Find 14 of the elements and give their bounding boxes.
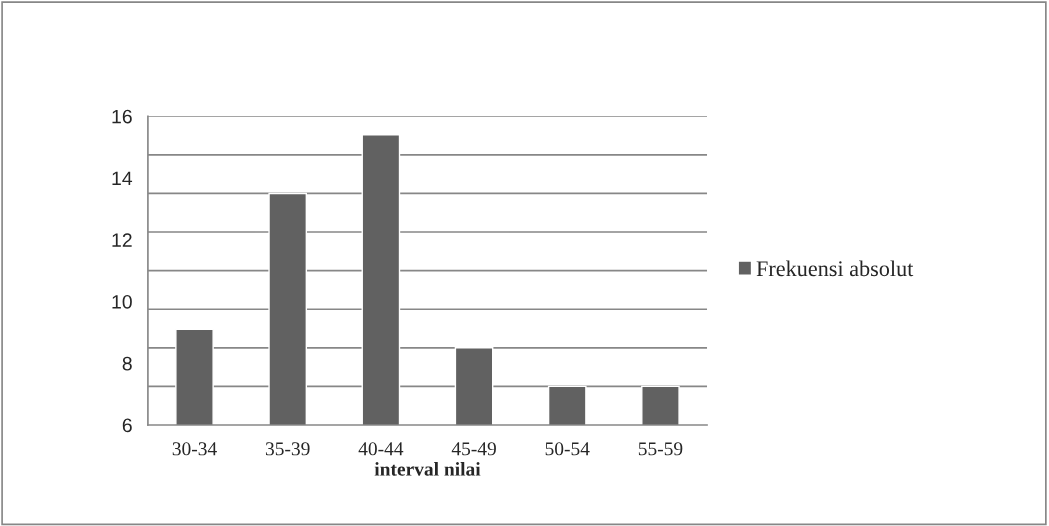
legend-label: Frekuensi absolut <box>756 260 914 277</box>
y-tick-label: 6 <box>122 418 132 433</box>
y-tick-label: 16 <box>112 109 132 124</box>
y-tick-label: 12 <box>112 233 132 247</box>
x-tick-label: 30-34 <box>172 442 217 456</box>
y-tick-label: 8 <box>122 356 132 371</box>
x-tick-label: 35-39 <box>265 442 310 456</box>
y-tick-label: 10 <box>112 294 132 309</box>
x-tick-label: 45-49 <box>451 442 496 456</box>
x-tick-label: 40-44 <box>358 442 404 456</box>
x-axis-title: interval nilai <box>374 462 481 476</box>
x-tick-label: 55-59 <box>638 442 683 456</box>
x-tick-label: 50-54 <box>545 442 590 456</box>
y-tick-label: 14 <box>112 171 133 186</box>
